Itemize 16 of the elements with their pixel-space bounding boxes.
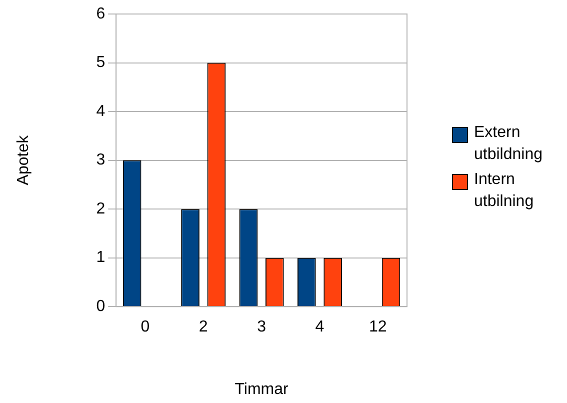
y-tick-label: 0 xyxy=(96,298,106,316)
x-tick-label: 4 xyxy=(315,318,324,336)
y-tick-label: 5 xyxy=(96,54,106,72)
y-tick-label: 6 xyxy=(96,5,106,22)
x-tick-label: 12 xyxy=(369,318,387,336)
y-tick-label: 2 xyxy=(96,200,106,218)
x-axis-title: Timmar xyxy=(234,380,290,398)
legend-label: Intern utbilning xyxy=(474,170,535,212)
y-tick-label: 1 xyxy=(96,249,106,266)
x-tick-label: 0 xyxy=(140,318,150,336)
x-tick-label: 3 xyxy=(257,318,266,336)
y-tick-label: 4 xyxy=(96,102,106,120)
legend-label: Extern utbildning xyxy=(474,123,544,165)
x-tick-label: 2 xyxy=(198,318,208,336)
y-axis-title: Apotek xyxy=(15,134,32,186)
y-tick-label: 3 xyxy=(96,152,106,169)
